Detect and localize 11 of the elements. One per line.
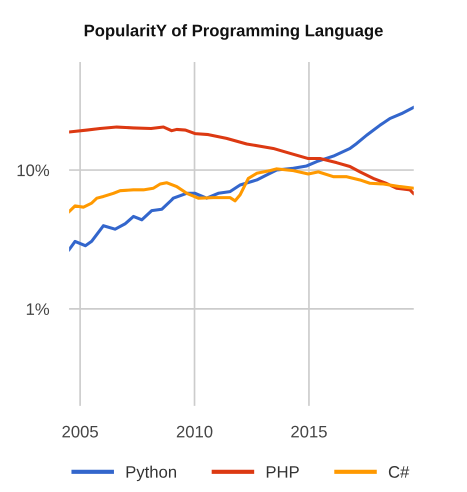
x-tick-label: 2010	[176, 426, 212, 438]
legend-label: PHP	[266, 466, 299, 478]
legend-label: C#	[388, 466, 410, 478]
legend-label: Python	[126, 466, 176, 482]
y-tick-label: 1%	[26, 303, 50, 315]
line-series	[69, 126, 414, 195]
x-tick-label: 2005	[62, 426, 98, 438]
y-tick-label: 10%	[18, 164, 50, 176]
chart-title: PopularitY of Programming Language	[84, 24, 383, 40]
line-series	[69, 167, 414, 214]
x-tick-label: 2015	[291, 426, 327, 438]
